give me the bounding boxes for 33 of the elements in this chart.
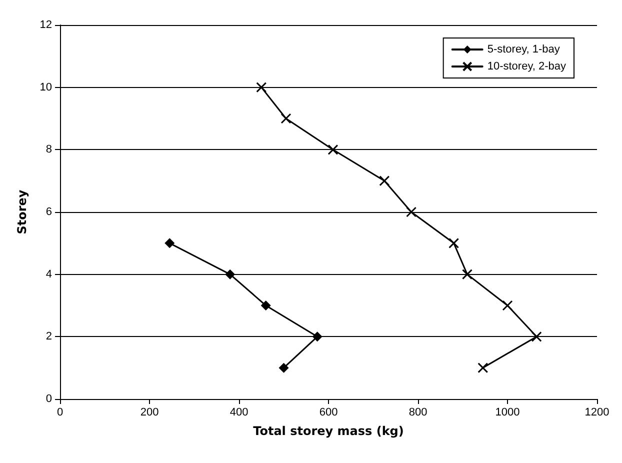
x-tick-label: 400 bbox=[230, 406, 248, 418]
y-tick-label: 2 bbox=[46, 330, 52, 343]
legend-label: 5-storey, 1-bay bbox=[487, 44, 560, 56]
legend-label: 10-storey, 2-bay bbox=[487, 60, 566, 72]
y-tick-label: 6 bbox=[46, 206, 52, 218]
x-axis-title: Total storey mass (kg) bbox=[253, 424, 404, 438]
x-tick-label: 1200 bbox=[584, 406, 610, 418]
point bbox=[478, 362, 488, 374]
y-tick-label: 0 bbox=[46, 393, 52, 405]
point bbox=[278, 362, 289, 373]
point bbox=[260, 300, 271, 310]
x-tick-label: 1000 bbox=[495, 406, 520, 418]
x-tick-label: 800 bbox=[408, 406, 428, 418]
point bbox=[312, 332, 322, 342]
point bbox=[406, 206, 417, 218]
x-tick-label: 600 bbox=[319, 406, 338, 418]
y-tick-label: 8 bbox=[46, 144, 52, 156]
y-tick-label: 12 bbox=[40, 19, 52, 31]
point bbox=[462, 269, 472, 280]
x-tick-label: 200 bbox=[140, 406, 159, 418]
point bbox=[280, 113, 292, 124]
x-tick-label: 0 bbox=[56, 406, 64, 418]
y-tick-label: 4 bbox=[46, 268, 52, 280]
y-axis-title: Storey bbox=[15, 190, 29, 234]
point bbox=[379, 176, 390, 186]
point bbox=[256, 82, 267, 93]
point bbox=[225, 269, 236, 280]
y-tick-label: 10 bbox=[40, 81, 52, 94]
point bbox=[531, 331, 542, 342]
point bbox=[328, 144, 338, 155]
point bbox=[164, 238, 175, 248]
point bbox=[502, 300, 513, 311]
point bbox=[448, 238, 460, 248]
